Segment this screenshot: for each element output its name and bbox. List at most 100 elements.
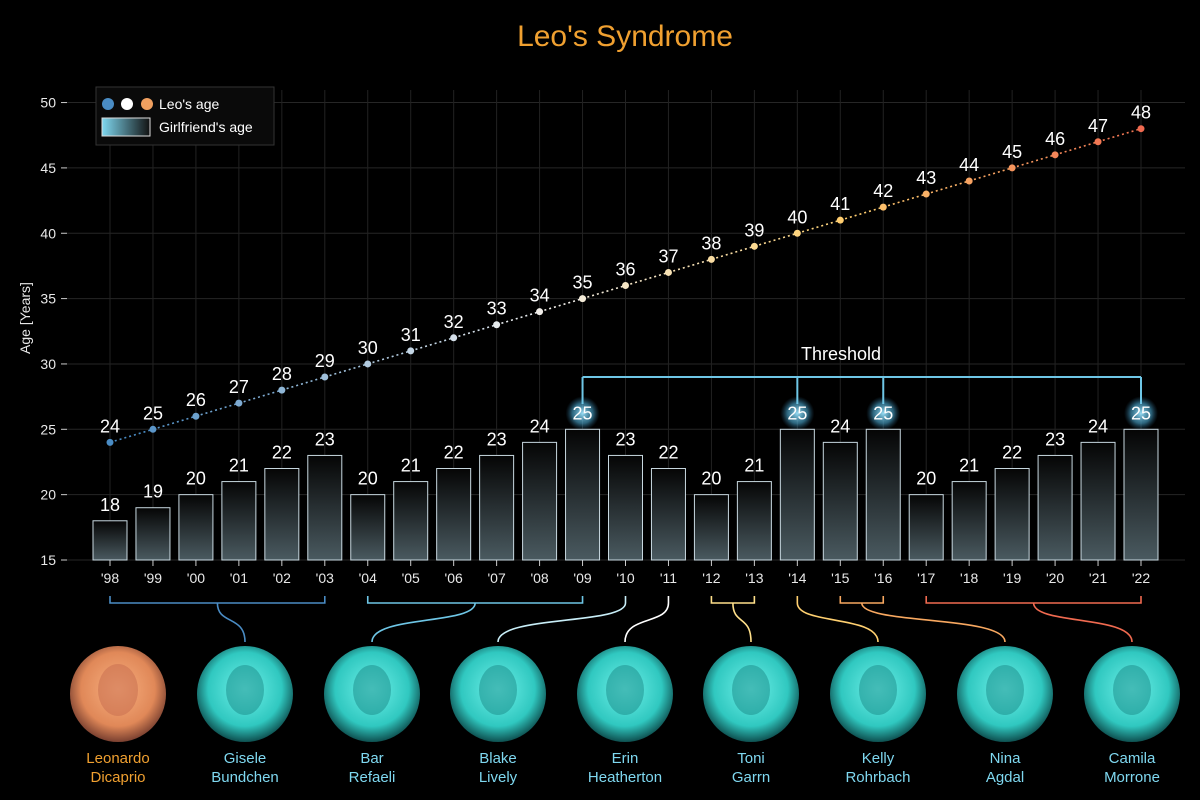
threshold-glow <box>1124 396 1158 431</box>
leo-value-label: 37 <box>658 246 678 266</box>
x-tick-label: '03 <box>316 570 334 586</box>
brackets-layer <box>109 596 1142 643</box>
leo-avatar-face <box>98 664 138 716</box>
bar-value-label: 21 <box>401 456 421 476</box>
bar-value-label: 21 <box>229 456 249 476</box>
leo-value-label: 46 <box>1045 129 1065 149</box>
girlfriend-first-name: Blake <box>479 750 517 767</box>
leo-point <box>278 386 286 394</box>
leo-point <box>793 229 801 237</box>
x-tick-label: '10 <box>616 570 634 586</box>
x-tick-label: '08 <box>530 570 548 586</box>
year-bracket <box>366 596 584 604</box>
leo-point <box>235 399 243 407</box>
leo-point <box>536 308 544 316</box>
leo-point <box>965 177 973 185</box>
leo-point <box>707 255 715 263</box>
threshold-label: Threshold <box>801 344 881 364</box>
girlfriend-avatar-face <box>353 665 391 715</box>
x-tick-label: '19 <box>1003 570 1021 586</box>
bar <box>1037 454 1073 561</box>
threshold-glow <box>866 396 901 431</box>
leo-point <box>750 242 758 250</box>
threshold-layer: Threshold <box>581 344 1142 404</box>
bar <box>693 494 729 561</box>
leo-point <box>149 425 157 433</box>
leo-value-label: 48 <box>1131 103 1151 123</box>
chart-title: Leo's Syndrome <box>517 20 733 53</box>
bar-value-label: 21 <box>959 456 979 476</box>
y-tick-label: 50 <box>40 95 56 111</box>
girlfriend-first-name: Kelly <box>862 750 895 767</box>
girlfriend-last-name: Bundchen <box>211 769 279 786</box>
girlfriend-avatar-face <box>1113 665 1151 715</box>
leo-point <box>192 412 200 420</box>
x-tick-label: '13 <box>745 570 763 586</box>
bar-value-label: 22 <box>1002 443 1022 463</box>
bar <box>350 494 386 561</box>
bar-value-label: 22 <box>444 443 464 463</box>
bracket-connector <box>371 602 476 643</box>
bar <box>1123 428 1159 561</box>
legend-dot-blue <box>102 98 114 110</box>
leo-value-label: 24 <box>100 416 120 436</box>
leo-value-label: 40 <box>787 207 807 227</box>
girlfriend-last-name: Garrn <box>732 769 770 786</box>
girlfriend-last-name: Refaeli <box>349 769 396 786</box>
bar <box>92 520 128 561</box>
girlfriend-avatar-face <box>986 665 1024 715</box>
bar-value-label: 20 <box>701 469 721 489</box>
bar <box>608 454 643 561</box>
bar-value-label: 23 <box>315 429 335 449</box>
leo-value-label: 31 <box>401 325 421 345</box>
bar-value-label: 23 <box>1045 429 1065 449</box>
girlfriend-avatar-face <box>606 665 644 715</box>
leo-value-label: 35 <box>573 273 593 293</box>
bracket-connector <box>624 602 670 643</box>
leo-value-label: 34 <box>530 286 550 306</box>
x-tick-label: '99 <box>144 570 162 586</box>
bar-value-label: 25 <box>787 403 807 423</box>
bar-value-label: 24 <box>530 416 550 436</box>
leo-value-label: 44 <box>959 155 979 175</box>
bar-value-label: 20 <box>358 469 378 489</box>
bar <box>650 468 686 561</box>
bracket-connector <box>796 602 879 643</box>
leo-point <box>879 203 887 211</box>
x-tick-label: '06 <box>445 570 463 586</box>
leo-value-label: 38 <box>701 233 721 253</box>
bar-value-label: 24 <box>830 416 850 436</box>
girlfriend-avatar-face <box>226 665 264 715</box>
leo-last-name: Dicaprio <box>90 769 145 786</box>
leo-point <box>1094 138 1102 146</box>
bar-value-label: 24 <box>1088 416 1108 436</box>
bar-value-label: 19 <box>143 482 163 502</box>
bar <box>1080 441 1116 561</box>
leo-point <box>622 282 629 290</box>
bracket-connector <box>216 602 246 643</box>
legend-dot-orange <box>141 98 153 110</box>
legend-leo-label: Leo's age <box>159 96 219 112</box>
leo-value-label: 42 <box>873 181 893 201</box>
y-tick-label: 35 <box>40 291 56 307</box>
leo-value-label: 39 <box>744 220 764 240</box>
x-tick-label: '18 <box>960 570 978 586</box>
bar-value-label: 25 <box>573 403 593 423</box>
leo-value-label: 32 <box>444 312 464 332</box>
leo-value-label: 33 <box>487 299 507 319</box>
leo-value-label: 28 <box>272 364 292 384</box>
x-tick-label: '07 <box>488 570 506 586</box>
bar-value-label: 22 <box>272 443 292 463</box>
bar <box>479 454 515 561</box>
bracket-connector <box>1032 602 1133 643</box>
bar <box>307 454 343 561</box>
y-tick-label: 30 <box>40 356 56 372</box>
girlfriend-avatar-face <box>859 665 897 715</box>
x-tick-label: '02 <box>273 570 291 586</box>
leo-value-label: 26 <box>186 390 206 410</box>
leo-point <box>450 334 458 342</box>
leo-point <box>1137 125 1145 133</box>
y-tick-label: 40 <box>40 225 56 241</box>
bar-value-label: 18 <box>100 495 120 515</box>
